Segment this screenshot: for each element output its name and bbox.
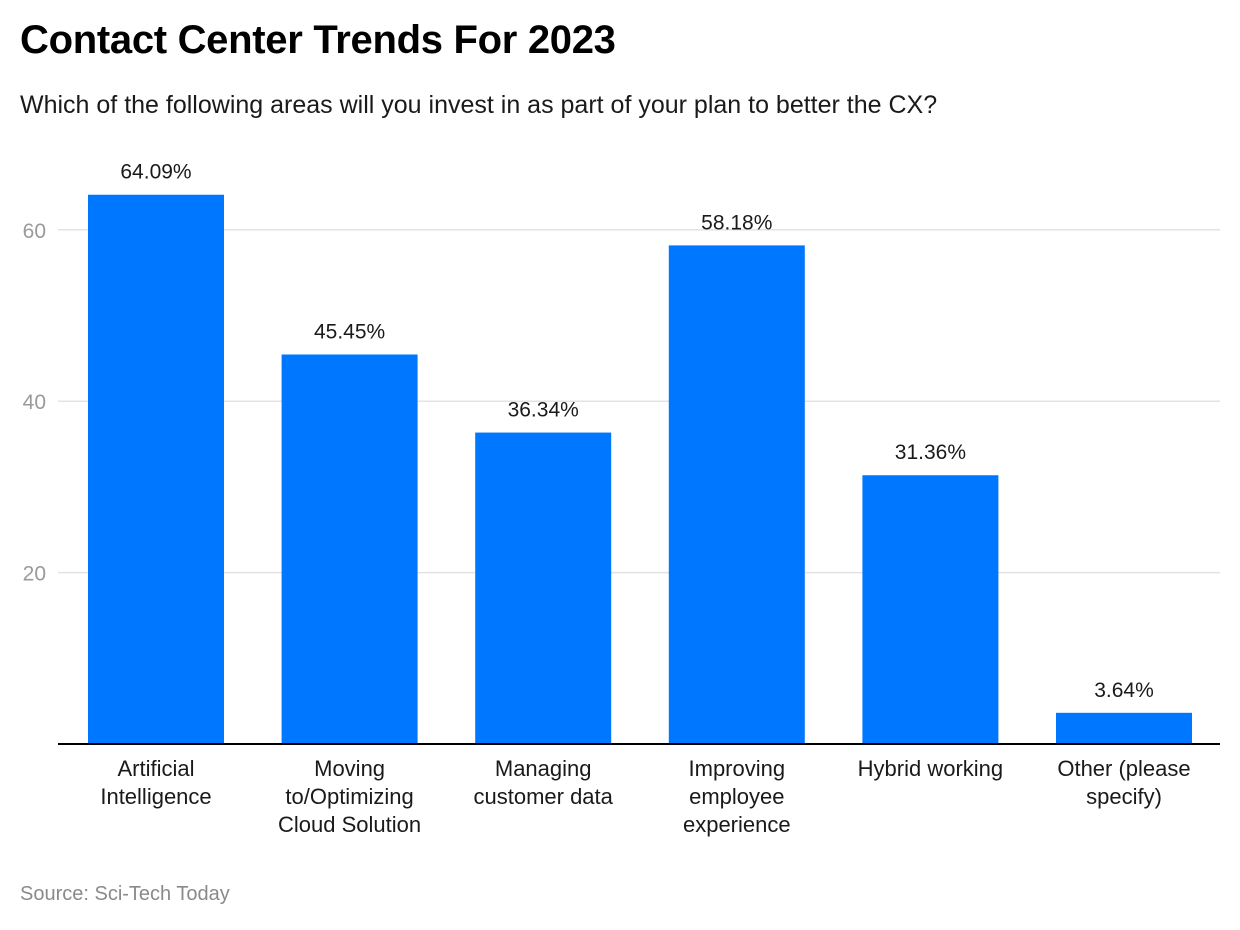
y-tick-label: 40 [23, 391, 46, 414]
bar [668, 245, 805, 744]
x-tick-label-line: Hybrid working [858, 756, 1004, 781]
y-tick-label: 60 [23, 220, 46, 243]
x-tick-label: Artificial Intelligence [100, 756, 211, 809]
x-tick-label-line: experience [683, 812, 791, 837]
bar [88, 194, 224, 744]
value-label: 31.36% [895, 441, 966, 464]
chart-subtitle: Which of the following areas will you in… [20, 91, 938, 119]
value-label: 36.34% [508, 399, 579, 422]
x-tick-label-line: Intelligence [100, 784, 211, 809]
x-tick-label-line: specify) [1086, 784, 1162, 809]
x-tick-label-line: Improving [689, 756, 786, 781]
chart-title: Contact Center Trends For 2023 [20, 18, 616, 62]
bars [88, 194, 1192, 744]
x-tick-label: Hybrid working [858, 756, 1004, 781]
x-tick-label-line: employee [689, 784, 784, 809]
x-axis-labels: Artificial Intelligence Moving to/Optimizin… [100, 756, 1190, 837]
x-tick-label-line: Moving [314, 756, 385, 781]
value-labels: 64.09% 45.45% 36.34% 58.18% 31.36% 3.64% [120, 161, 1153, 702]
bar [281, 354, 418, 744]
x-tick-label: Moving to/Optimizing Cloud Solution [278, 756, 421, 837]
bar [475, 432, 612, 744]
value-label: 64.09% [120, 161, 191, 184]
x-tick-label-line: Other (please [1057, 756, 1190, 781]
gridlines [58, 229, 1220, 574]
value-label: 58.18% [701, 211, 772, 234]
x-tick-label: Improving employee experience [683, 756, 791, 837]
x-tick-label-line: Managing [495, 756, 592, 781]
bar [862, 475, 999, 744]
y-axis-ticks: 20 40 60 [23, 220, 46, 586]
value-label: 3.64% [1094, 679, 1154, 702]
value-label: 45.45% [314, 320, 385, 343]
y-tick-label: 20 [23, 563, 46, 586]
x-tick-label-line: Cloud Solution [278, 812, 421, 837]
x-tick-label-line: customer data [473, 784, 613, 809]
x-tick-label: Managing customer data [473, 756, 613, 809]
x-tick-label-line: Artificial [117, 756, 194, 781]
x-tick-label: Other (please specify) [1057, 756, 1190, 809]
bar [1056, 712, 1192, 744]
x-tick-label-line: to/Optimizing [285, 784, 413, 809]
source-note: Source: Sci-Tech Today [20, 883, 230, 905]
